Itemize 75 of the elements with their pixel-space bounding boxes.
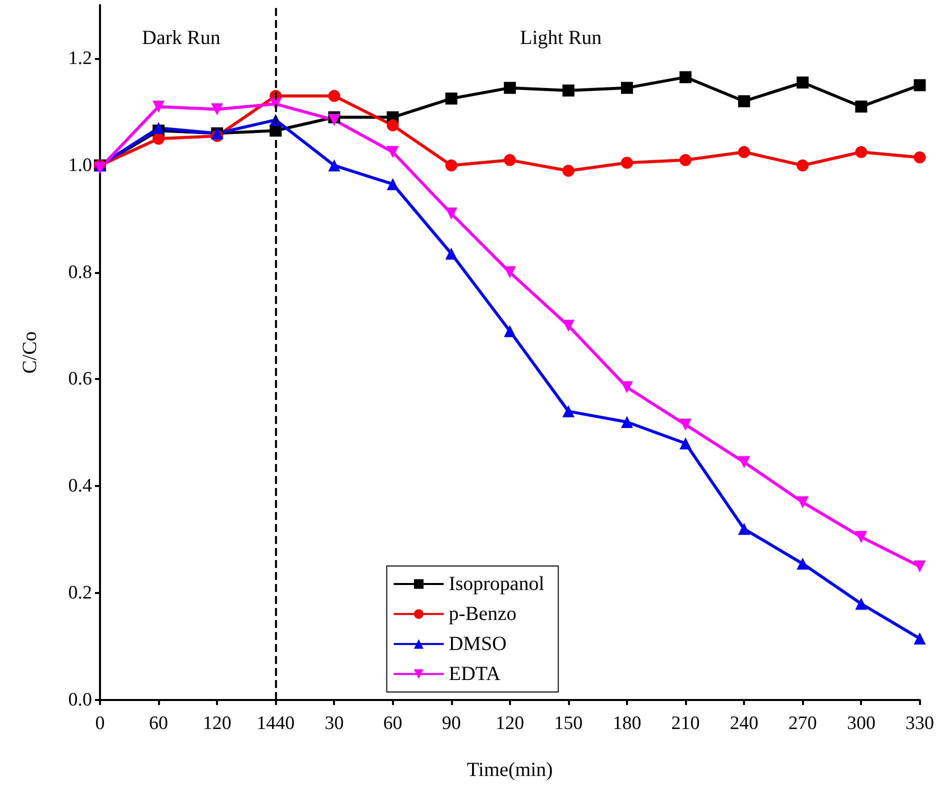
legend-label: p-Benzo (448, 603, 516, 625)
legend-label: Isopropanol (448, 573, 545, 595)
point (211, 103, 224, 116)
point (562, 405, 574, 418)
annotation: Light Run (520, 27, 602, 49)
point (445, 208, 458, 220)
x-tick-label: 210 (671, 713, 700, 734)
y-tick-label: 0.4 (68, 476, 92, 497)
y-tick-label: 0.0 (68, 690, 92, 710)
point (796, 558, 809, 570)
point (914, 560, 926, 572)
x-tick-label: 240 (730, 713, 758, 734)
x-tick-label: 120 (202, 713, 232, 734)
x-axis-title: Time(min) (466, 759, 553, 781)
point (680, 154, 692, 166)
point (562, 84, 574, 97)
x-tick-label: 30 (324, 713, 344, 734)
y-tick-label: 1.2 (68, 48, 92, 69)
y-tick-label: 1.0 (68, 154, 92, 176)
point (445, 248, 458, 260)
point (796, 76, 809, 89)
point (152, 122, 165, 134)
point (620, 82, 633, 94)
point (504, 82, 516, 94)
point (796, 496, 809, 508)
point (855, 598, 868, 610)
legend-label: DMSO (448, 633, 507, 655)
point (94, 162, 106, 174)
x-tick-label: 60 (383, 713, 402, 734)
point (386, 178, 399, 190)
point (914, 79, 926, 92)
point (620, 416, 633, 428)
y-tick-label: 0.6 (68, 368, 92, 390)
point (562, 164, 574, 177)
x-tick-label: 150 (554, 713, 583, 734)
x-tick-label: 330 (906, 713, 934, 734)
point (738, 522, 750, 535)
point (914, 632, 926, 645)
point (855, 146, 868, 158)
point (328, 90, 340, 102)
point (620, 156, 633, 169)
point (328, 159, 340, 172)
legend-label: EDTA (448, 663, 502, 685)
point (445, 159, 458, 172)
y-axis-title: C/Co (19, 331, 41, 374)
x-tick-label: 300 (846, 713, 876, 734)
point (796, 159, 809, 172)
point (445, 92, 458, 105)
point (914, 151, 926, 164)
point (152, 100, 165, 113)
y-tick-label: 0.2 (68, 582, 92, 604)
y-tick-label: 0.8 (68, 262, 92, 283)
point (738, 95, 750, 108)
annotation: Dark Run (142, 27, 220, 49)
point (386, 146, 399, 158)
x-tick-label: 270 (788, 713, 817, 734)
x-tick-label: 120 (496, 713, 524, 734)
point (855, 100, 868, 113)
point (386, 119, 399, 132)
point (152, 132, 165, 145)
point (738, 456, 750, 468)
point (680, 437, 692, 450)
x-tick-label: 1440 (256, 713, 295, 734)
point (328, 114, 340, 126)
point (562, 320, 574, 332)
x-tick-label: 0 (95, 713, 105, 734)
point (680, 418, 692, 431)
x-tick-label: 180 (612, 713, 642, 734)
point (738, 146, 750, 158)
x-tick-label: 90 (442, 713, 461, 734)
point (855, 530, 868, 543)
point (504, 154, 516, 166)
x-tick-label: 60 (149, 713, 168, 734)
point (504, 325, 516, 338)
point (680, 71, 692, 84)
